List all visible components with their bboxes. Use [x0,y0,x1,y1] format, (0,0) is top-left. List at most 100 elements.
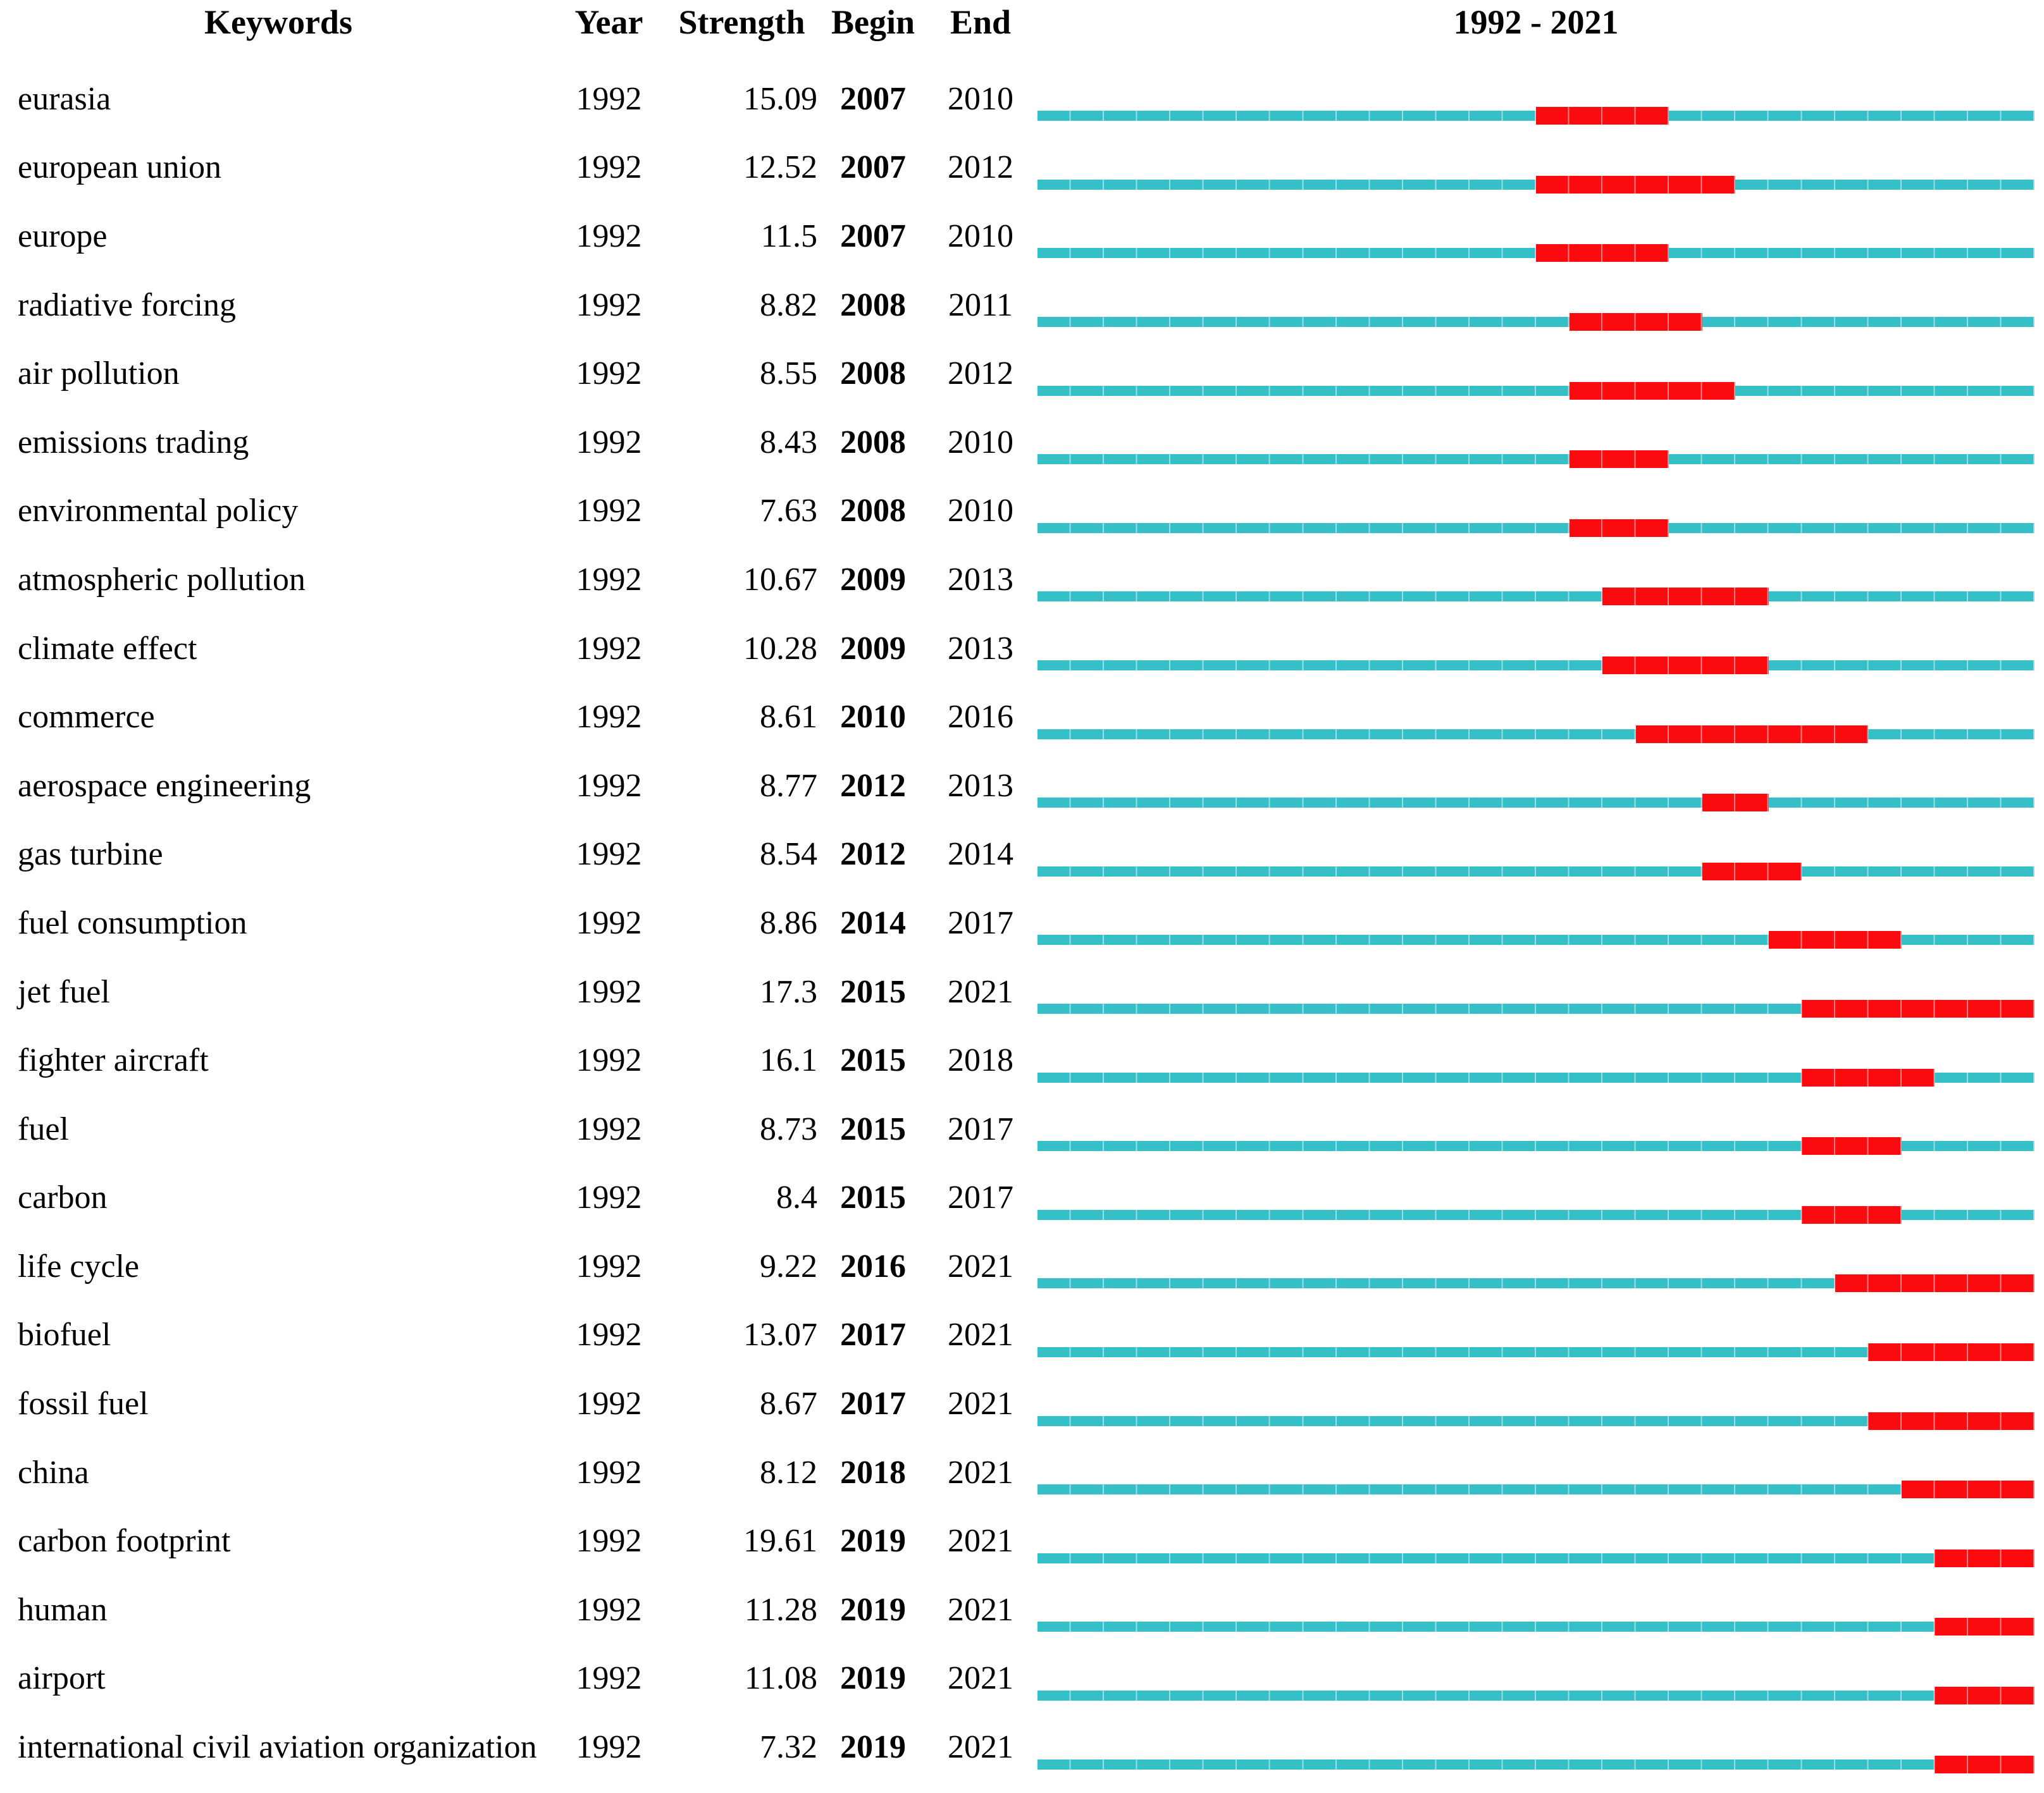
end-year-value: 2011 [948,287,1013,323]
burst-segment [1868,1412,2035,1430]
year-value: 1992 [576,218,642,254]
burst-track [1037,1549,2035,1567]
burst-segment [1569,450,1669,469]
burst-segment [1868,1343,2035,1361]
end-year-value: 2010 [948,424,1013,460]
burst-track [1037,1481,2035,1499]
end-year-value: 2021 [948,973,1013,1010]
strength-value: 8.55 [760,355,817,392]
table-row: atmospheric pollution 1992 10.67 2009 20… [0,545,2044,614]
timeline-cell [1037,889,2044,958]
column-header-strength: Strength [678,3,805,41]
table-row: fuel 1992 8.73 2015 2017 [0,1095,2044,1164]
timeline-track-line [1037,591,2035,602]
timeline-cell [1037,1438,2044,1507]
strength-value: 8.61 [760,699,817,736]
keyword-label: europe [18,218,108,254]
end-year-value: 2021 [948,1248,1013,1285]
table-row: fighter aircraft 1992 16.1 2015 2018 [0,1026,2044,1095]
begin-year-value: 2012 [840,836,906,873]
burst-segment [1835,1274,2035,1293]
end-year-value: 2010 [948,80,1013,117]
year-value: 1992 [576,630,642,667]
strength-value: 8.43 [760,424,817,460]
burst-segment [1702,862,1802,880]
table-row: commerce 1992 8.61 2010 2016 [0,682,2044,751]
burst-segment [1536,244,1669,262]
burst-track [1037,381,2035,400]
begin-year-value: 2010 [840,699,906,736]
table-row: air pollution 1992 8.55 2008 2012 [0,339,2044,408]
strength-value: 17.3 [760,973,817,1010]
year-value: 1992 [576,1042,642,1079]
year-value: 1992 [576,1523,642,1560]
timeline-cell [1037,1713,2044,1782]
strength-value: 8.12 [760,1454,817,1491]
burst-segment [1536,107,1669,125]
timeline-cell [1037,751,2044,820]
begin-year-value: 2018 [840,1454,906,1491]
burst-segment [1602,588,1769,606]
begin-year-value: 2015 [840,1111,906,1147]
keyword-label: eurasia [18,80,111,117]
burst-track [1037,450,2035,469]
burst-track [1037,794,2035,812]
year-value: 1992 [576,1248,642,1285]
timeline-cell [1037,1164,2044,1233]
burst-segment [1802,1205,1902,1224]
strength-value: 9.22 [760,1248,817,1285]
year-value: 1992 [576,1729,642,1766]
timeline-cell [1037,1095,2044,1164]
timeline-cell [1037,1232,2044,1301]
end-year-value: 2017 [948,904,1013,941]
burst-track [1037,519,2035,537]
year-value: 1992 [576,80,642,117]
begin-year-value: 2019 [840,1591,906,1628]
end-year-value: 2017 [948,1180,1013,1216]
timeline-track-line [1037,1553,2035,1563]
keyword-label: commerce [18,699,155,736]
table-row: european union 1992 12.52 2007 2012 [0,133,2044,202]
burst-track [1037,588,2035,606]
end-year-value: 2014 [948,836,1013,873]
year-value: 1992 [576,493,642,529]
strength-value: 7.63 [760,493,817,529]
strength-value: 8.54 [760,836,817,873]
keyword-label: climate effect [18,630,197,667]
timeline-cell [1037,65,2044,133]
timeline-cell [1037,271,2044,340]
end-year-value: 2013 [948,630,1013,667]
year-value: 1992 [576,973,642,1010]
burst-track [1037,1137,2035,1155]
keyword-label: international civil aviation organizatio… [18,1729,537,1766]
end-year-value: 2012 [948,149,1013,186]
table-row: radiative forcing 1992 8.82 2008 2011 [0,271,2044,340]
strength-value: 19.61 [743,1523,817,1560]
table-row: emissions trading 1992 8.43 2008 2010 [0,408,2044,477]
begin-year-value: 2008 [840,424,906,460]
begin-year-value: 2008 [840,287,906,323]
begin-year-value: 2007 [840,80,906,117]
burst-segment [1935,1549,2035,1567]
begin-year-value: 2017 [840,1386,906,1422]
burst-segment [1602,656,1769,675]
timeline-track-line [1037,385,2035,396]
timeline-track-line [1037,1759,2035,1770]
burst-segment [1802,1068,1935,1087]
begin-year-value: 2016 [840,1248,906,1285]
burst-segment [1802,1137,1902,1155]
table-row: fuel consumption 1992 8.86 2014 2017 [0,889,2044,958]
burst-track [1037,1343,2035,1361]
year-value: 1992 [576,1386,642,1422]
burst-track [1037,1755,2035,1773]
end-year-value: 2021 [948,1523,1013,1560]
burst-segment [1569,381,1736,400]
burst-track [1037,656,2035,675]
timeline-track-line [1037,317,2035,328]
strength-value: 10.28 [743,630,817,667]
burst-track [1037,1205,2035,1224]
strength-value: 8.86 [760,904,817,941]
strength-value: 16.1 [760,1042,817,1079]
year-value: 1992 [576,1454,642,1491]
